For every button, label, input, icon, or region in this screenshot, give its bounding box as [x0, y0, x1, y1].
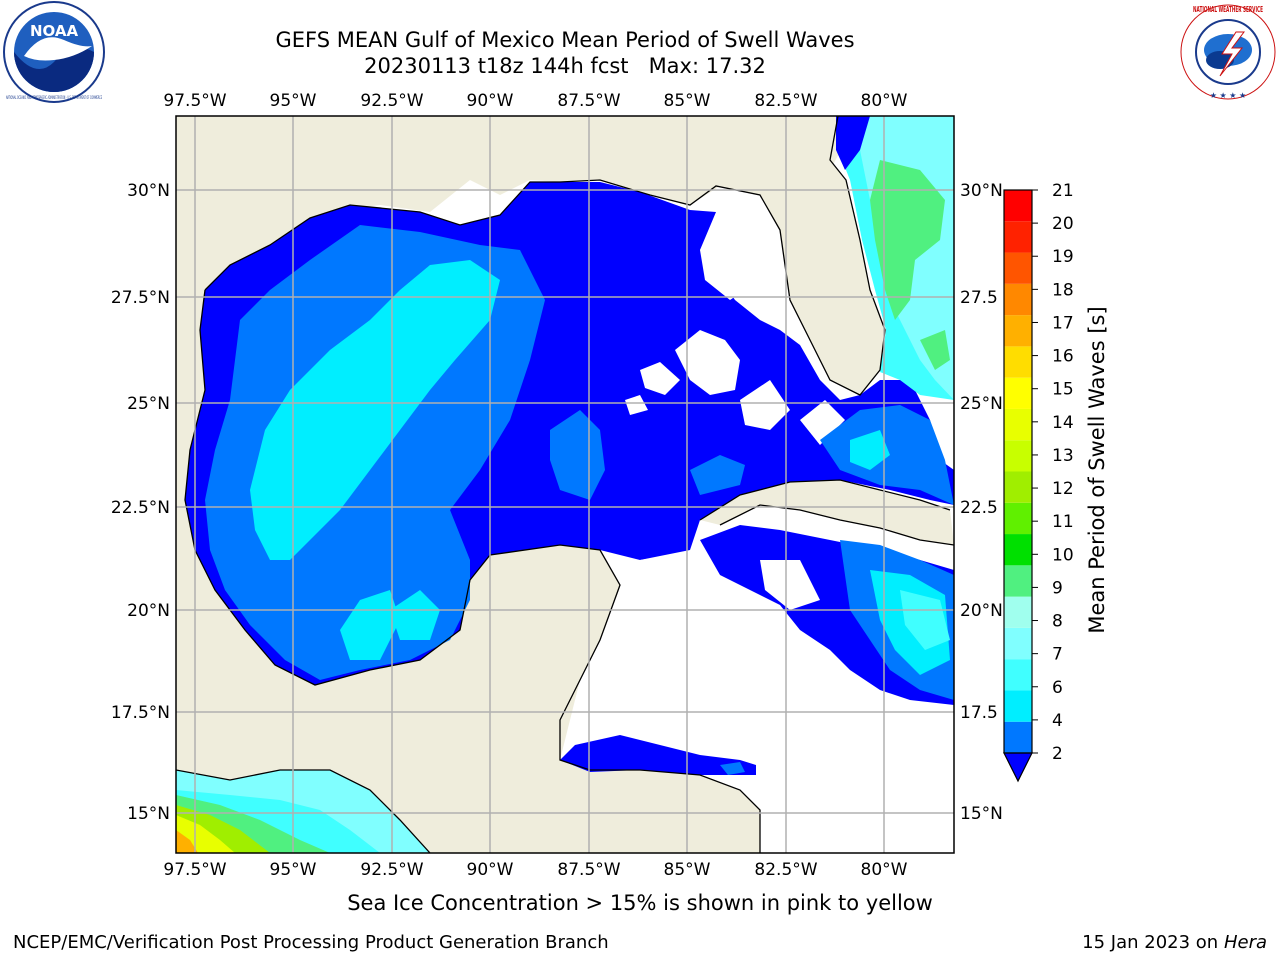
- colorbar-segment: [1004, 471, 1032, 503]
- colorbar-segment: [1004, 221, 1032, 253]
- colorbar-tick-label: 4: [1052, 711, 1063, 731]
- colorbar-tick-label: 12: [1052, 479, 1074, 499]
- lat-label-left: 22.5°N: [111, 498, 170, 518]
- noaa-logo: NOAA NATIONAL OCEANIC AND ATMOSPHERIC AD…: [3, 1, 105, 103]
- lat-labels-left: 30°N 27.5°N 25°N 22.5°N 20°N 17.5°N 15°N: [111, 181, 170, 824]
- lon-label-top: 87.5°W: [557, 91, 620, 111]
- colorbar-tick-label: 19: [1052, 247, 1074, 267]
- machine-name: Hera: [1223, 932, 1267, 953]
- lon-label-top: 80°W: [861, 91, 908, 111]
- lon-label-bottom: 92.5°W: [360, 860, 423, 880]
- swell-field: [176, 116, 954, 853]
- lat-label-right: 20°N: [960, 601, 1003, 621]
- lat-label-left: 25°N: [127, 394, 170, 414]
- colorbar-tick-label: 18: [1052, 280, 1074, 300]
- colorbar-segment: [1004, 596, 1032, 628]
- map-area: [176, 116, 954, 853]
- colorbar-tick-label: 10: [1052, 545, 1074, 565]
- lat-label-right: 25°N: [960, 394, 1003, 414]
- colorbar-segment: [1004, 721, 1032, 753]
- colorbar-segment: [1004, 659, 1032, 691]
- lon-label-top: 97.5°W: [163, 91, 226, 111]
- colorbar-tick-label: 9: [1052, 578, 1063, 598]
- lon-label-bottom: 95°W: [270, 860, 317, 880]
- lon-label-bottom: 80°W: [861, 860, 908, 880]
- colorbar-segment: [1004, 565, 1032, 597]
- nws-ring-text: NATIONAL WEATHER SERVICE: [1193, 5, 1263, 14]
- producer-credit: NCEP/EMC/Verification Post Processing Pr…: [13, 932, 609, 953]
- lon-label-top: 90°W: [467, 91, 514, 111]
- colorbar-tick-label: 20: [1052, 214, 1074, 234]
- date-credit: 15 Jan 2023 on Hera: [1082, 932, 1267, 953]
- colorbar-tick-label: 13: [1052, 446, 1074, 466]
- lat-labels-right: 30°N 27.5 25°N 22.5 20°N 17.5 15°N: [960, 181, 1003, 824]
- colorbar-segment: [1004, 627, 1032, 660]
- lat-label-right: 15°N: [960, 804, 1003, 824]
- colorbar-segment: [1004, 190, 1032, 222]
- colorbar-tick-label: 15: [1052, 380, 1074, 400]
- gridlines: [176, 116, 954, 853]
- noaa-ring-text: NATIONAL OCEANIC AND ATMOSPHERIC ADMINIS…: [6, 95, 102, 101]
- ice-note: Sea Ice Concentration > 15% is shown in …: [347, 891, 933, 915]
- colorbar-segment: [1004, 346, 1032, 378]
- colorbar-segment: [1004, 315, 1032, 347]
- lon-label-bottom: 87.5°W: [557, 860, 620, 880]
- lon-label-top: 85°W: [664, 91, 711, 111]
- lat-label-right: 22.5: [960, 498, 998, 518]
- colorbar-extend-arrow: [1003, 752, 1033, 783]
- chart-title: GEFS MEAN Gulf of Mexico Mean Period of …: [275, 28, 855, 52]
- colorbar-tick-label: 21: [1052, 181, 1074, 201]
- lat-label-left: 30°N: [127, 181, 170, 201]
- nws-logo: NATIONAL WEATHER SERVICE ★ ★ ★ ★: [1180, 4, 1276, 100]
- colorbar-tick-label: 14: [1052, 413, 1074, 433]
- coastlines: [176, 116, 954, 853]
- nws-stars-icon: ★ ★ ★ ★: [1210, 91, 1246, 100]
- lon-label-bottom: 97.5°W: [163, 860, 226, 880]
- lon-label-bottom: 82.5°W: [754, 860, 817, 880]
- date-text: 15 Jan 2023 on: [1082, 932, 1224, 953]
- lat-label-left: 15°N: [127, 804, 170, 824]
- lon-labels-bottom: 97.5°W 95°W 92.5°W 90°W 87.5°W 85°W 82.5°W 80°W: [163, 860, 907, 880]
- lon-label-top: 82.5°W: [754, 91, 817, 111]
- colorbar-tick-label: 17: [1052, 313, 1074, 333]
- colorbar-segment: [1004, 440, 1032, 472]
- colorbar-segment: [1004, 502, 1032, 535]
- lat-label-right: 30°N: [960, 181, 1003, 201]
- colorbar-tick-label: 2: [1052, 744, 1063, 764]
- lat-label-left: 17.5°N: [111, 703, 170, 723]
- colorbar-segment: [1004, 534, 1032, 566]
- colorbar-tick-label: 7: [1052, 645, 1063, 665]
- chart-subtitle: 20230113 t18z 144h fcst Max: 17.32: [364, 54, 766, 78]
- lat-label-right: 27.5: [960, 288, 998, 308]
- lon-label-top: 95°W: [270, 91, 317, 111]
- lon-label-top: 92.5°W: [360, 91, 423, 111]
- colorbar-segment: [1004, 408, 1032, 441]
- lat-label-right: 17.5: [960, 703, 998, 723]
- colorbar-segment: [1004, 283, 1032, 316]
- colorbar-label: Mean Period of Swell Waves [s]: [1085, 306, 1109, 634]
- colorbar: 2 4 6 7 8 9 10 11 12 13 14 15 16 17 18 19 20 21: [1003, 181, 1074, 783]
- colorbar-tick-label: 16: [1052, 347, 1074, 367]
- colorbar-segment: [1004, 690, 1032, 722]
- colorbar-frame: [1003, 189, 1033, 754]
- lat-label-left: 20°N: [127, 601, 170, 621]
- colorbar-tick-label: 11: [1052, 512, 1074, 532]
- colorbar-segment: [1004, 377, 1032, 409]
- colorbar-tick-label: 8: [1052, 612, 1063, 632]
- colorbar-segment: [1004, 252, 1032, 284]
- noaa-logo-text: NOAA: [30, 22, 79, 40]
- lat-label-left: 27.5°N: [111, 288, 170, 308]
- lon-label-bottom: 90°W: [467, 860, 514, 880]
- map-frame: [175, 115, 955, 854]
- colorbar-tick-label: 6: [1052, 678, 1063, 698]
- lon-label-bottom: 85°W: [664, 860, 711, 880]
- lon-labels-top: 97.5°W 95°W 92.5°W 90°W 87.5°W 85°W 82.5°W 80°W: [163, 91, 907, 111]
